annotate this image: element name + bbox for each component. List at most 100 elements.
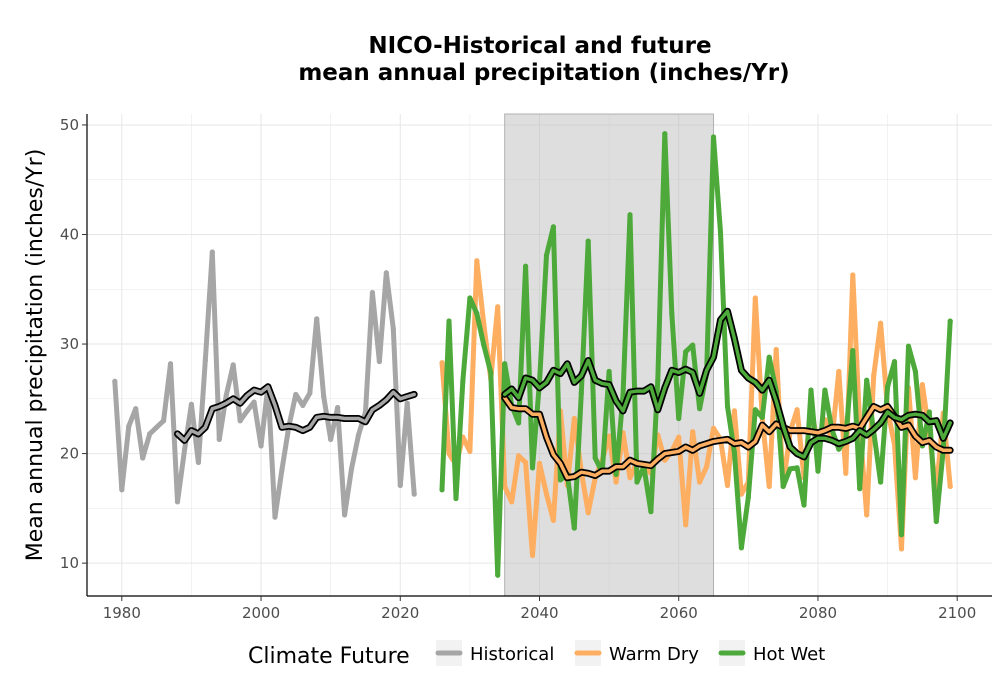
y-axis-label: Mean annual precipitation (inches/Yr) bbox=[23, 149, 48, 562]
hot-wet-rolling-mean-line bbox=[502, 309, 952, 459]
hot-wet-point bbox=[794, 465, 800, 471]
historical-point bbox=[390, 326, 396, 332]
tick-labels: 1980 2000 2020 2040 2060 2080 2100 10 20 30 40 50 bbox=[60, 116, 976, 622]
warm-dry-point bbox=[509, 499, 515, 505]
legend-label-historical: Historical bbox=[470, 644, 554, 665]
hot-wet-point bbox=[502, 361, 508, 367]
warm-dry-line bbox=[439, 258, 953, 558]
historical-point bbox=[335, 404, 341, 411]
historical-line bbox=[112, 249, 417, 520]
warm-dry-point bbox=[571, 415, 577, 422]
warm-dry-point bbox=[843, 470, 849, 476]
hot-wet-point bbox=[738, 545, 744, 551]
warm-dry-point bbox=[878, 320, 884, 326]
hot-wet-point bbox=[648, 509, 654, 515]
historical-point bbox=[140, 455, 146, 461]
hot-wet-point bbox=[592, 455, 598, 461]
warm-dry-rolling-mean-line bbox=[502, 395, 952, 480]
warm-dry-point bbox=[864, 512, 870, 518]
x-tick-label: 2100 bbox=[938, 604, 976, 622]
x-tick-label: 2020 bbox=[381, 604, 419, 622]
historical-point bbox=[147, 431, 153, 437]
hot-wet-point bbox=[912, 368, 919, 375]
historical-point bbox=[279, 467, 285, 473]
historical-point bbox=[251, 399, 257, 405]
historical-point bbox=[258, 443, 264, 449]
hot-wet-point bbox=[808, 387, 814, 393]
hot-wet-point bbox=[697, 406, 703, 412]
warm-dry-point bbox=[613, 479, 619, 485]
hot-wet-point bbox=[815, 468, 821, 474]
hot-wet-point bbox=[488, 369, 494, 376]
y-tick-label: 40 bbox=[60, 226, 79, 244]
warm-dry-point bbox=[683, 522, 689, 528]
warm-dry-point bbox=[871, 373, 877, 379]
historical-point bbox=[195, 459, 201, 465]
hot-wet-point bbox=[850, 348, 856, 354]
hot-wet-point bbox=[516, 420, 522, 426]
historical-point bbox=[328, 436, 334, 442]
hot-wet-point bbox=[669, 310, 675, 316]
x-tick-label: 2040 bbox=[520, 604, 558, 622]
warm-dry-point bbox=[627, 475, 633, 481]
historical-point bbox=[160, 418, 167, 424]
hot-wet-point bbox=[439, 487, 445, 493]
hot-wet-point bbox=[557, 477, 563, 483]
warm-dry-point bbox=[543, 491, 550, 497]
warm-dry-point bbox=[467, 448, 473, 454]
warm-dry-point bbox=[710, 425, 717, 431]
warm-dry-point bbox=[446, 450, 452, 457]
historical-point bbox=[216, 436, 222, 442]
hot-wet-point bbox=[878, 479, 884, 485]
legend: Climate Future Historical Warm Dry Hot Wet bbox=[248, 640, 825, 669]
hot-wet-point bbox=[710, 134, 717, 140]
historical-point bbox=[181, 447, 188, 453]
warm-dry-point bbox=[585, 510, 591, 516]
historical-point bbox=[223, 392, 229, 399]
historical-point bbox=[293, 391, 299, 398]
historical-point bbox=[321, 394, 327, 400]
hot-wet-point bbox=[801, 502, 807, 508]
hot-wet-point bbox=[752, 407, 758, 413]
warm-dry-point bbox=[773, 346, 779, 353]
hot-wet-point bbox=[884, 384, 891, 390]
hot-wet-point bbox=[787, 466, 793, 472]
hot-wet-point bbox=[543, 252, 550, 258]
warm-dry-point bbox=[550, 517, 557, 524]
historical-point bbox=[404, 400, 410, 406]
warm-dry-point bbox=[502, 483, 508, 490]
hot-wet-point bbox=[522, 263, 529, 269]
historical-point bbox=[314, 316, 320, 322]
historical-point bbox=[341, 512, 348, 518]
x-tick-label: 2000 bbox=[242, 604, 280, 622]
historical-point bbox=[167, 361, 174, 367]
hot-wet-point bbox=[676, 415, 682, 422]
hot-wet-point bbox=[683, 349, 689, 355]
hot-wet-point bbox=[822, 387, 828, 393]
warm-dry-point bbox=[439, 360, 445, 366]
hot-wet-point bbox=[857, 486, 863, 492]
warm-dry-point bbox=[690, 429, 696, 435]
axes bbox=[82, 114, 992, 601]
historical-point bbox=[174, 499, 181, 505]
hot-wet-point bbox=[898, 532, 905, 538]
hot-wet-point bbox=[933, 518, 939, 525]
historical-point bbox=[202, 357, 208, 364]
historical-point bbox=[133, 406, 139, 412]
chart-title-line-2: mean annual precipitation (inches/Yr) bbox=[298, 60, 789, 86]
hot-wet-point bbox=[620, 392, 626, 399]
historical-point bbox=[154, 424, 160, 430]
historical-point bbox=[126, 423, 132, 429]
y-tick-label: 20 bbox=[60, 445, 79, 463]
warm-dry-point bbox=[703, 464, 710, 470]
hot-wet-point bbox=[453, 495, 459, 502]
hot-wet-point bbox=[481, 342, 487, 348]
warm-dry-point bbox=[676, 434, 682, 440]
historical-rolling-mean-line bbox=[175, 385, 416, 443]
hot-wet-point bbox=[550, 224, 557, 230]
hot-wet-point bbox=[634, 479, 640, 485]
hot-wet-point bbox=[905, 343, 912, 349]
warm-dry-point bbox=[731, 408, 738, 414]
legend-label-hot-wet: Hot Wet bbox=[753, 644, 825, 665]
